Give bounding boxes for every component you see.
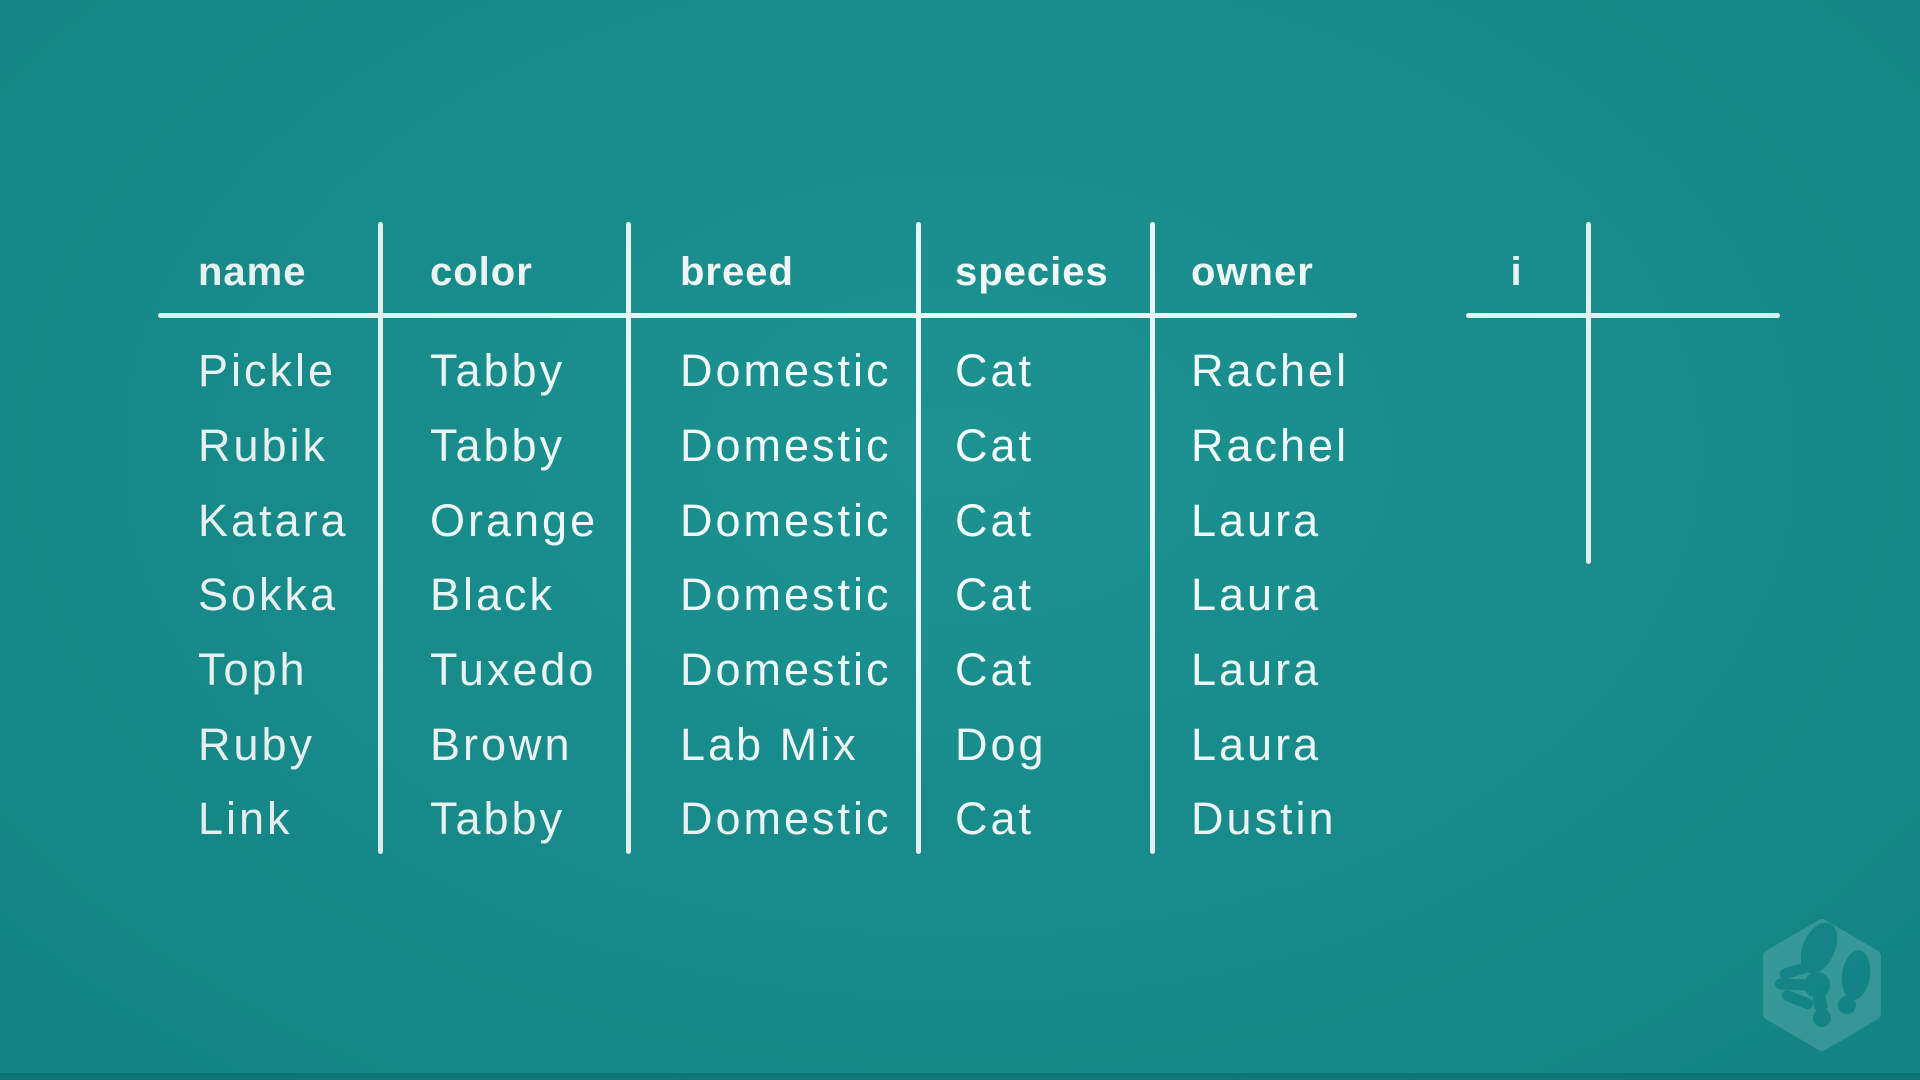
column-divider	[378, 222, 383, 854]
table-cell: Cat	[955, 644, 1035, 695]
table-cell: Ruby	[198, 719, 316, 770]
table-cell: Tabby	[430, 345, 566, 396]
table-cell: Tuxedo	[430, 644, 597, 695]
table-cell: Tabby	[430, 793, 566, 844]
table-cell: Domestic	[680, 345, 892, 396]
column-header-color: color	[430, 250, 533, 294]
table-cell: Cat	[955, 495, 1035, 546]
table-cell: Laura	[1191, 644, 1322, 695]
table-cell: Orange	[430, 495, 599, 546]
table-cell: Lab Mix	[680, 719, 859, 770]
index-column-divider	[1586, 222, 1591, 564]
table-cell: Dustin	[1191, 793, 1337, 844]
table-cell: Dog	[955, 719, 1047, 770]
table-cell: Laura	[1191, 495, 1322, 546]
table-cell: Toph	[198, 644, 308, 695]
column-header-species: species	[955, 250, 1109, 294]
table-cell: Cat	[955, 420, 1035, 471]
table-cell: Domestic	[680, 569, 892, 620]
table-cell: Brown	[430, 719, 573, 770]
table-cell: Domestic	[680, 644, 892, 695]
table-cell: Katara	[198, 495, 349, 546]
footer-strip	[0, 1073, 1920, 1080]
column-divider	[1150, 222, 1155, 854]
table-cell: Rachel	[1191, 420, 1350, 471]
header-underline	[158, 313, 1357, 318]
table-cell: Domestic	[680, 495, 892, 546]
index-column-header: i	[1510, 250, 1522, 294]
table-cell: Black	[430, 569, 556, 620]
column-divider	[916, 222, 921, 854]
table-cell: Pickle	[198, 345, 337, 396]
column-header-breed: breed	[680, 250, 794, 294]
column-header-name: name	[198, 250, 307, 294]
column-divider	[626, 222, 631, 854]
index-header-underline	[1466, 313, 1780, 318]
table-cell: Domestic	[680, 793, 892, 844]
table-cell: Link	[198, 793, 293, 844]
table-cell: Domestic	[680, 420, 892, 471]
treehouse-logo	[1763, 919, 1881, 1051]
table-cell: Laura	[1191, 569, 1322, 620]
table-cell: Cat	[955, 793, 1035, 844]
table-cell: Rachel	[1191, 345, 1350, 396]
column-header-owner: owner	[1191, 250, 1314, 294]
table-cell: Cat	[955, 345, 1035, 396]
table-cell: Cat	[955, 569, 1035, 620]
table-cell: Rubik	[198, 420, 329, 471]
table-cell: Laura	[1191, 719, 1322, 770]
table-cell: Sokka	[198, 569, 339, 620]
table-cell: Tabby	[430, 420, 566, 471]
